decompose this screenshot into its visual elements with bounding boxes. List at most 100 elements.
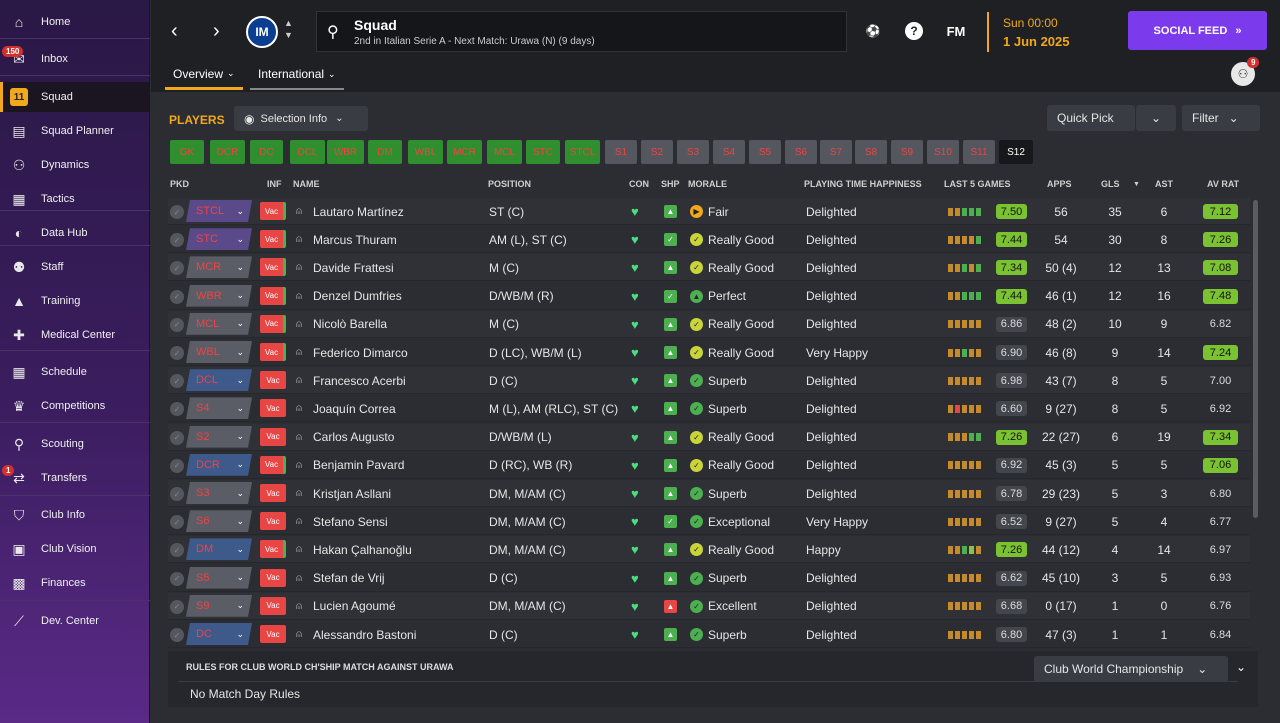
position-chip-s6[interactable]: S6 — [785, 140, 817, 164]
table-row[interactable]: ✓ MCL ⌄ Vac ⍝ Nicolò Barella M (C) ♥ ▲ ✓ Really Go… — [168, 310, 1250, 338]
pkd-selector[interactable]: WBL ⌄ — [186, 341, 252, 363]
player-name[interactable]: Stefano Sensi — [313, 514, 388, 529]
table-row[interactable]: ✓ S9 ⌄ Vac ⍝ Lucien Agoumé DM, M/AM (C) ♥ ▲ ✓ Exce… — [168, 592, 1250, 620]
people-notification-icon[interactable]: ⚇ 9 — [1231, 57, 1260, 86]
back-arrow-icon[interactable]: ‹ — [171, 20, 178, 42]
player-name[interactable]: Kristjan Asllani — [313, 486, 392, 501]
position-chip-dcl[interactable]: DCL — [290, 140, 325, 164]
filter-button[interactable]: Filter ⌄ — [1182, 105, 1260, 131]
column-header-pth[interactable]: PLAYING TIME HAPPINESS — [804, 179, 922, 189]
pick-check-icon[interactable]: ✓ — [170, 374, 184, 389]
selection-info-button[interactable]: ◉ Selection Info ⌄ — [234, 106, 368, 131]
sidebar-item-data-hub[interactable]: ◐ Data Hub — [0, 218, 150, 248]
column-header-ast[interactable]: AST — [1155, 179, 1173, 189]
position-chip-mcr[interactable]: MCR — [447, 140, 482, 164]
pkd-selector[interactable]: S6 ⌄ — [186, 510, 252, 533]
player-name[interactable]: Alessandro Bastoni — [313, 627, 417, 642]
pkd-selector[interactable]: S5 ⌄ — [186, 566, 252, 589]
position-chip-mcl[interactable]: MCL — [487, 140, 522, 164]
forward-arrow-icon[interactable]: › — [213, 20, 220, 42]
position-chip-s5[interactable]: S5 — [749, 140, 781, 164]
column-header-con[interactable]: CON — [629, 179, 649, 189]
position-chip-s4[interactable]: S4 — [713, 140, 745, 164]
sidebar-item-schedule[interactable]: ▦ Schedule — [0, 357, 150, 387]
pick-check-icon[interactable]: ✓ — [170, 317, 184, 332]
table-row[interactable]: ✓ S3 ⌄ Vac ⍝ Kristjan Asllani DM, M/AM (C) ♥ ▲ ✓ S… — [168, 480, 1250, 507]
search-box[interactable]: ⚲ Squad 2nd in Italian Serie A - Next Ma… — [316, 11, 847, 52]
pkd-selector[interactable]: S9 ⌄ — [186, 594, 252, 617]
table-row[interactable]: ✓ DCL ⌄ Vac ⍝ Francesco Acerbi D (C) ♥ ▲ ✓ Superb D… — [168, 367, 1250, 395]
pick-check-icon[interactable]: ✓ — [170, 628, 184, 642]
column-header-pkd[interactable]: PKD — [170, 179, 190, 189]
fm-logo[interactable]: FM — [946, 23, 966, 39]
pkd-selector[interactable]: MCR ⌄ — [186, 256, 252, 279]
sidebar-item-competitions[interactable]: ♛ Competitions — [0, 391, 150, 421]
pick-check-icon[interactable]: ✓ — [170, 205, 184, 219]
table-row[interactable]: ✓ MCR ⌄ Vac ⍝ Davide Frattesi M (C) ♥ ▲ ✓ Really G… — [168, 254, 1250, 282]
pick-check-icon[interactable]: ✓ — [170, 402, 184, 417]
sidebar-item-dynamics[interactable]: ⚇ Dynamics — [0, 150, 150, 180]
player-name[interactable]: Marcus Thuram — [313, 232, 397, 247]
column-header-shp[interactable]: SHP — [661, 179, 680, 189]
column-header-apps[interactable]: APPS — [1047, 179, 1072, 189]
pkd-selector[interactable]: WBR ⌄ — [186, 284, 252, 307]
table-row[interactable]: ✓ DM ⌄ Vac ⍝ Hakan Çalhanoğlu DM, M/AM (C) ♥ ▲ ✓ R… — [168, 536, 1250, 564]
table-row[interactable]: ✓ WBR ⌄ Vac ⍝ Denzel Dumfries D/WB/M (R) ♥ ✓ ▲ Per… — [168, 282, 1250, 310]
column-header-last5[interactable]: LAST 5 GAMES — [944, 179, 1011, 189]
position-chip-gk[interactable]: GK — [170, 140, 204, 164]
pkd-selector[interactable]: STCL ⌄ — [186, 200, 252, 222]
table-row[interactable]: ✓ S2 ⌄ Vac ⍝ Carlos Augusto D/WB/M (L) ♥ ▲ ✓ Reall… — [168, 423, 1250, 451]
table-scrollbar[interactable] — [1253, 200, 1258, 518]
position-chip-s9[interactable]: S9 — [891, 140, 923, 164]
table-row[interactable]: ✓ STCL ⌄ Vac ⍝ Lautaro Martínez ST (C) ♥ ▲ ▶ Fair D… — [168, 198, 1250, 225]
pkd-selector[interactable]: DCR ⌄ — [186, 453, 252, 476]
table-row[interactable]: ✓ DC ⌄ Vac ⍝ Alessandro Bastoni D (C) ♥ ▲ ✓ Superb… — [168, 621, 1250, 648]
position-chip-wbl[interactable]: WBL — [408, 140, 443, 164]
position-chip-stc[interactable]: STC — [526, 140, 560, 164]
table-row[interactable]: ✓ S5 ⌄ Vac ⍝ Stefan de Vrij D (C) ♥ ▲ ✓ Superb Deli… — [168, 564, 1250, 592]
position-chip-s7[interactable]: S7 — [820, 140, 852, 164]
position-chip-dm[interactable]: DM — [368, 140, 402, 164]
pick-check-icon[interactable]: ✓ — [170, 458, 184, 473]
pick-check-icon[interactable]: ✓ — [170, 543, 184, 558]
position-chip-s2[interactable]: S2 — [641, 140, 673, 164]
column-header-morale[interactable]: MORALE — [688, 179, 727, 189]
column-header-gls[interactable]: GLS — [1101, 179, 1120, 189]
table-row[interactable]: ✓ S6 ⌄ Vac ⍝ Stefano Sensi DM, M/AM (C) ♥ ✓ ✓ Exce… — [168, 508, 1250, 536]
player-name[interactable]: Joaquín Correa — [313, 401, 396, 416]
sidebar-item-club-vision[interactable]: ▣ Club Vision — [0, 534, 150, 564]
sidebar-item-club-info[interactable]: ⛉ Club Info — [0, 500, 150, 530]
pkd-selector[interactable]: S3 ⌄ — [186, 482, 252, 504]
pkd-selector[interactable]: DM ⌄ — [186, 538, 252, 561]
table-row[interactable]: ✓ STC ⌄ Vac ⍝ Marcus Thuram AM (L), ST (C) ♥ ✓ ✓ R… — [168, 226, 1250, 254]
position-chip-s1[interactable]: S1 — [605, 140, 637, 164]
position-chip-s11[interactable]: S11 — [963, 140, 995, 164]
quick-pick-dropdown[interactable]: ⌄ — [1136, 105, 1176, 131]
sidebar-item-staff[interactable]: ⚉ Staff — [0, 252, 150, 282]
pick-check-icon[interactable]: ✓ — [170, 599, 184, 614]
position-chip-dc[interactable]: DC — [250, 140, 283, 164]
pick-check-icon[interactable]: ✓ — [170, 430, 184, 445]
position-chip-wbr[interactable]: WBR — [327, 140, 364, 164]
player-name[interactable]: Federico Dimarco — [313, 345, 408, 360]
pkd-selector[interactable]: DC ⌄ — [186, 623, 252, 645]
column-header-name[interactable]: NAME — [293, 179, 320, 189]
pkd-selector[interactable]: MCL ⌄ — [186, 312, 252, 335]
pick-check-icon[interactable]: ✓ — [170, 571, 184, 586]
collapse-chevron-icon[interactable]: ⌄ — [1236, 660, 1247, 674]
player-name[interactable]: Stefan de Vrij — [313, 571, 385, 586]
social-feed-button[interactable]: SOCIAL FEED » — [1128, 11, 1267, 50]
player-name[interactable]: Carlos Augusto — [313, 430, 395, 445]
column-header-inf[interactable]: INF — [267, 179, 282, 189]
sidebar-item-scouting[interactable]: ⚲ Scouting — [0, 429, 150, 459]
sidebar-item-squad[interactable]: 11 Squad — [0, 82, 150, 112]
position-chip-stcl[interactable]: STCL — [565, 140, 600, 164]
tab-international[interactable]: International ⌄ — [250, 60, 344, 90]
player-name[interactable]: Lucien Agoumé — [313, 599, 396, 614]
sidebar-item-dev-center[interactable]: ⟋ Dev. Center — [0, 606, 150, 636]
player-name[interactable]: Benjamin Pavard — [313, 458, 405, 473]
player-name[interactable]: Denzel Dumfries — [313, 289, 402, 304]
club-switch-icon[interactable]: ▲ ▼ — [284, 18, 293, 40]
position-chip-s3[interactable]: S3 — [677, 140, 709, 164]
football-icon[interactable]: ⚽ — [865, 24, 881, 38]
